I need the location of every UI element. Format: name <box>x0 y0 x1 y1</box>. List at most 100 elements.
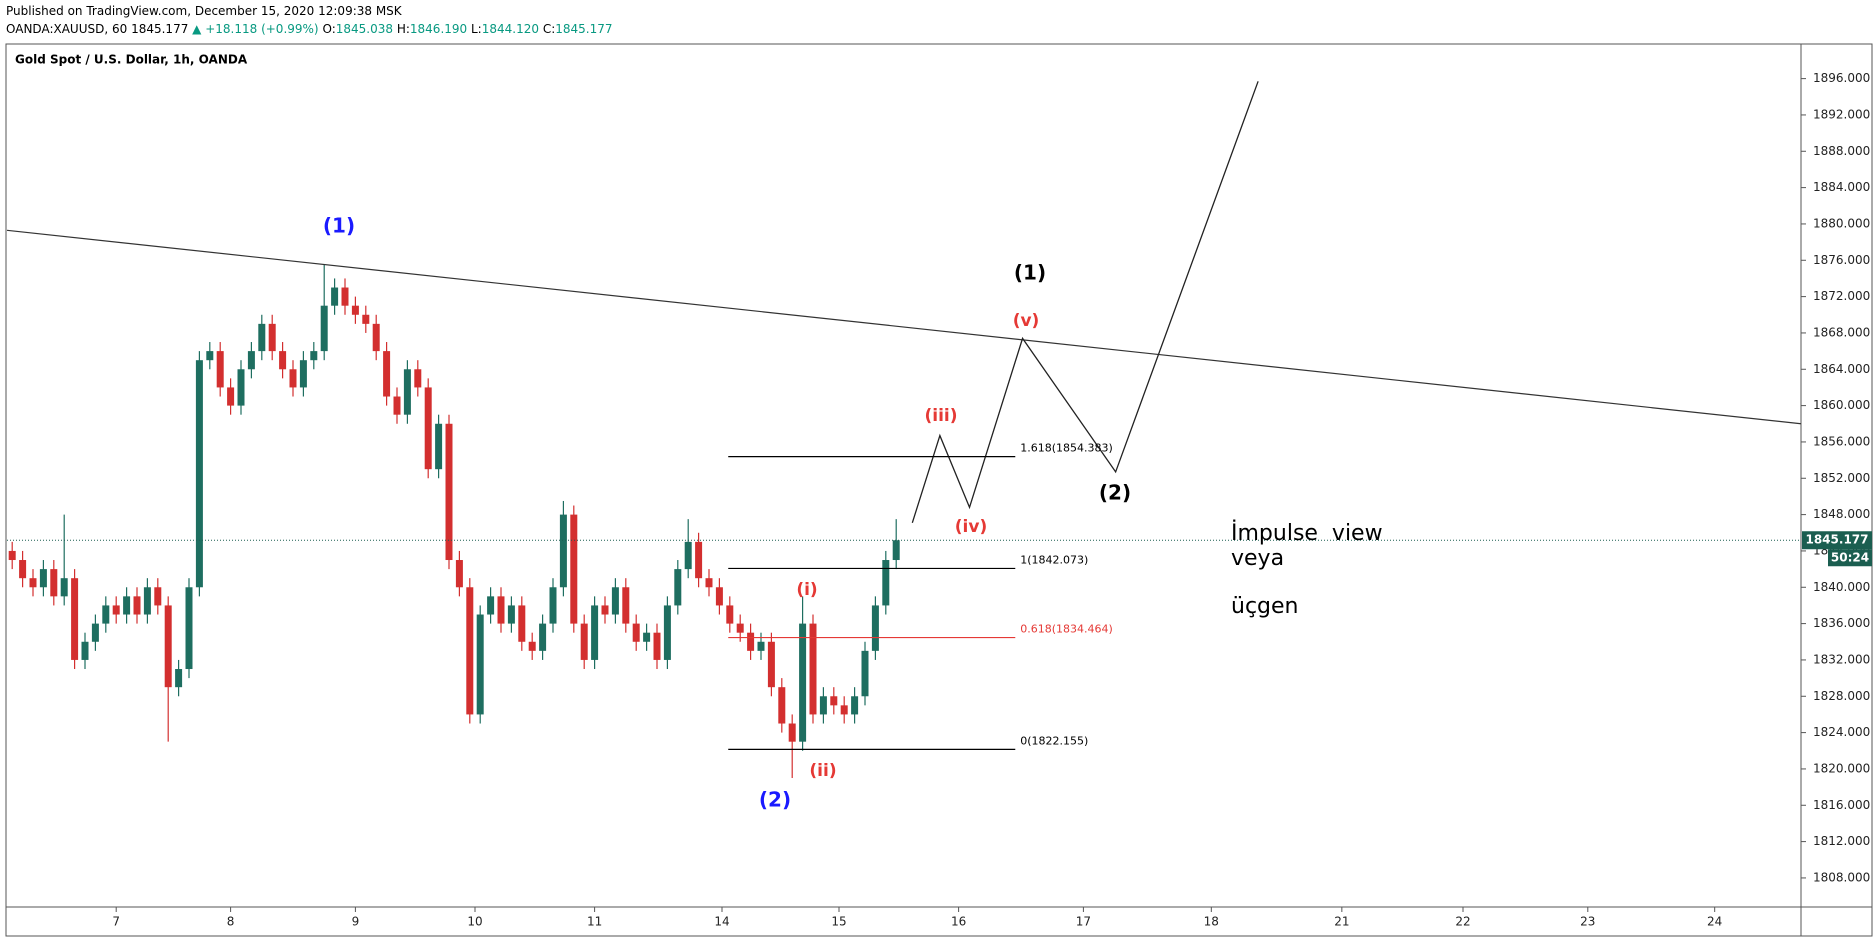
y-tick-label: 1864.000 <box>1813 362 1870 376</box>
symbol-line: OANDA:XAUUSD, 60 1845.177 ▲ +18.118 (+0.… <box>6 20 613 38</box>
candle-body <box>684 541 692 570</box>
candle-body <box>279 351 287 370</box>
y-tick-label: 1824.000 <box>1813 725 1870 739</box>
wave-label: (1) <box>323 214 355 238</box>
candle-body <box>591 605 599 660</box>
candle-body <box>809 623 817 715</box>
candle-body <box>757 641 765 651</box>
candle-body <box>289 369 297 388</box>
x-tick-label: 22 <box>1455 915 1470 929</box>
candle-body <box>518 605 526 642</box>
y-tick-label: 1812.000 <box>1813 834 1870 848</box>
fib-label: 0(1822.155) <box>1020 734 1088 747</box>
candle-body <box>611 587 619 615</box>
wave-label: (v) <box>1013 311 1040 331</box>
ohlc-value: 1846.190 <box>409 22 468 36</box>
candle-body <box>788 723 796 742</box>
candle-body <box>892 540 900 561</box>
y-tick-label: 1828.000 <box>1813 689 1870 703</box>
candle-body <box>830 696 838 706</box>
x-tick-label: 14 <box>714 915 729 929</box>
candle-body <box>559 514 567 588</box>
y-tick-label: 1856.000 <box>1813 434 1870 448</box>
y-tick-label: 1816.000 <box>1813 798 1870 812</box>
ohlc-value: 1844.120 <box>481 22 539 36</box>
x-tick-label: 11 <box>587 915 602 929</box>
y-tick-label: 1892.000 <box>1813 107 1870 121</box>
candle-body <box>403 369 411 415</box>
candle-body <box>393 396 401 415</box>
fib-label: 0.618(1834.464) <box>1020 623 1113 636</box>
candle-body <box>154 587 162 606</box>
projection-path <box>911 81 1259 523</box>
wave-label: (2) <box>1099 481 1131 505</box>
y-tick-label: 1896.000 <box>1813 71 1870 85</box>
candle-body <box>622 587 630 624</box>
note: üçgen <box>1231 594 1298 619</box>
candle-body <box>206 351 214 361</box>
candle-body <box>372 323 380 352</box>
x-tick-label: 21 <box>1334 915 1349 929</box>
candle-body <box>299 360 307 388</box>
fib-label: 1(1842.073) <box>1020 553 1088 566</box>
countdown-box <box>1828 549 1872 567</box>
candle-body <box>102 605 110 624</box>
y-tick-label: 1820.000 <box>1813 761 1870 775</box>
candle-body <box>601 605 609 615</box>
candle-body <box>840 705 848 715</box>
last-price-label: 1845.177 <box>1805 533 1868 547</box>
ohlc-key: L: <box>471 22 482 36</box>
wave-label: (i) <box>796 580 817 600</box>
candle-body <box>81 641 89 660</box>
note: veya <box>1231 546 1284 571</box>
x-tick-label: 10 <box>467 915 482 929</box>
last-price-box <box>1802 531 1872 550</box>
candle-body <box>695 541 703 579</box>
candle-body <box>851 696 859 715</box>
candle-body <box>133 596 141 615</box>
x-tick-label: 16 <box>951 915 966 929</box>
candle-body <box>767 641 775 688</box>
candle-body <box>91 623 99 642</box>
chart-frame <box>5 43 1873 937</box>
y-tick-label: 1880.000 <box>1813 216 1870 230</box>
candle-body <box>674 569 682 606</box>
symbol: OANDA:XAUUSD, 60 <box>6 22 128 36</box>
candle-body <box>19 560 27 579</box>
candle-body <box>39 569 47 588</box>
candle-body <box>29 578 37 588</box>
candle-body <box>414 369 422 388</box>
ohlc-key: O: <box>322 22 336 36</box>
candle-body <box>175 669 183 688</box>
header: Published on TradingView.com, December 1… <box>6 2 613 38</box>
candle-body <box>8 550 16 561</box>
candle-body <box>195 360 203 588</box>
candle-body <box>331 287 339 306</box>
ohlc-value: 1845.177 <box>555 22 613 36</box>
candle-body <box>60 578 68 597</box>
candle-body <box>216 351 224 388</box>
y-tick-label: 1868.000 <box>1813 325 1870 339</box>
candle-body <box>663 605 671 660</box>
candle-body <box>185 587 193 670</box>
ohlc-key: C: <box>542 22 556 36</box>
candle-body <box>736 623 744 633</box>
x-tick-label: 23 <box>1580 915 1595 929</box>
last: 1845.177 <box>131 22 189 36</box>
plot: 1808.000 1812.000 1816.000 1820.000 1824.000… <box>6 71 1872 929</box>
candle-body <box>71 578 79 660</box>
fib-label: 1.618(1854.383) <box>1020 442 1113 455</box>
y-tick-label: 1808.000 <box>1813 870 1870 884</box>
wave-label: (ii) <box>809 761 836 781</box>
y-tick-label: 1836.000 <box>1813 616 1870 630</box>
x-tick-label: 9 <box>352 915 360 929</box>
x-tick-label: 17 <box>1076 915 1091 929</box>
candle-body <box>653 632 661 660</box>
y-tick-label: 1832.000 <box>1813 652 1870 666</box>
candle-body <box>705 578 713 588</box>
candle-body <box>435 423 443 470</box>
candle-body <box>726 605 734 624</box>
candle-body <box>476 614 484 715</box>
candle-body <box>445 423 453 561</box>
